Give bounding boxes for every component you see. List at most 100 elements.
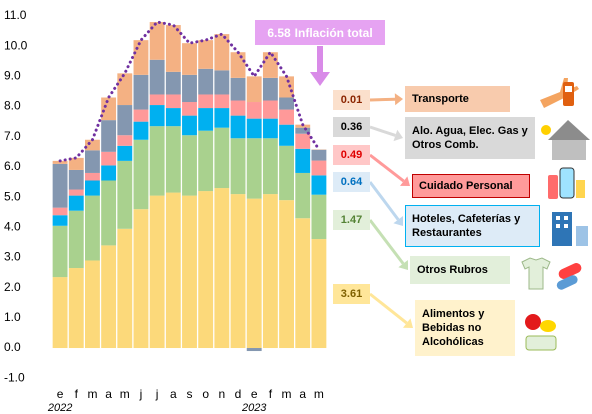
bar-segment — [85, 260, 100, 348]
y-tick-label: 3.0 — [4, 250, 21, 264]
bar-segment — [134, 40, 149, 75]
bar-segment — [117, 161, 132, 229]
bar-segment — [53, 164, 68, 208]
bar-segment — [214, 108, 229, 128]
bar-segment — [214, 70, 229, 94]
bar-segment — [150, 60, 165, 95]
value-label: 1.47 — [333, 210, 370, 230]
bar-segment — [279, 146, 294, 200]
bar-segment — [279, 97, 294, 109]
bar-segment — [69, 268, 84, 348]
total-arrow — [310, 72, 330, 86]
bar-segment — [150, 94, 165, 105]
bar-segment — [101, 97, 116, 120]
house-icon — [548, 120, 590, 140]
y-tick-label: -1.0 — [4, 370, 25, 384]
y-tick-label: 4.0 — [4, 219, 21, 233]
bar-segment — [117, 146, 132, 161]
bar-segment — [117, 135, 132, 146]
bar-segment — [279, 110, 294, 125]
x-tick-label: e — [251, 387, 258, 401]
bar-segment — [214, 188, 229, 348]
callout-arrow — [370, 220, 403, 264]
callout-arrow — [370, 155, 404, 181]
bar-segment — [247, 199, 262, 348]
bar-segment — [85, 173, 100, 181]
x-tick-label: f — [269, 387, 273, 401]
y-tick-label: 11.0 — [4, 8, 27, 22]
bar-segment — [101, 152, 116, 166]
bar-segment — [231, 116, 246, 139]
x-tick-label: o — [202, 387, 209, 401]
chart: -1.00.01.02.03.04.05.06.07.08.09.010.011… — [0, 0, 592, 414]
spray-icon — [548, 175, 558, 199]
category-label: Cuidado Personal — [412, 174, 530, 198]
bar-segment — [231, 78, 246, 101]
x-tick-label: a — [105, 387, 112, 401]
bar-segment — [295, 218, 310, 348]
bar-segment — [134, 209, 149, 348]
x-tick-label: a — [170, 387, 177, 401]
bar-segment — [311, 150, 326, 161]
bar-segment — [182, 75, 197, 102]
bar-segment — [263, 78, 278, 101]
fruit-icon — [540, 320, 556, 332]
bar-segment — [231, 194, 246, 348]
bar-segment — [198, 94, 213, 108]
bar-segment — [247, 348, 262, 351]
bulb-icon — [541, 125, 551, 135]
bar-segment — [117, 105, 132, 135]
bar-segment — [85, 150, 100, 173]
y-tick-label: 9.0 — [4, 69, 21, 83]
bar-segment — [279, 125, 294, 146]
bar-segment — [69, 211, 84, 268]
bar-segment — [214, 128, 229, 188]
year-label: 2023 — [241, 402, 267, 414]
y-tick-label: 1.0 — [4, 310, 21, 324]
bar-segment — [53, 277, 68, 348]
callout-arrow — [395, 93, 403, 105]
house-icon — [552, 140, 586, 160]
bar-segment — [311, 239, 326, 348]
x-tick-label: f — [75, 387, 79, 401]
bar-segment — [85, 196, 100, 261]
bar-segment — [279, 200, 294, 348]
value-label: 0.01 — [333, 90, 370, 110]
bar-segment — [85, 180, 100, 195]
bar-segment — [53, 208, 68, 216]
bar-segment — [214, 34, 229, 70]
bar-segment — [182, 43, 197, 75]
bar-segment — [231, 138, 246, 194]
bar-segment — [295, 134, 310, 149]
fruit-icon — [525, 314, 541, 330]
category-label: Transporte — [405, 86, 510, 112]
bar-segment — [198, 131, 213, 191]
x-tick-label: m — [314, 387, 324, 401]
x-tick-label: m — [282, 387, 292, 401]
bar-segment — [198, 191, 213, 348]
x-tick-label: d — [235, 387, 242, 401]
bar-segment — [247, 119, 262, 139]
bar-segment — [311, 195, 326, 239]
category-label: Alimentos y Bebidas no Alcohólicas — [415, 300, 515, 356]
bar-segment — [166, 193, 181, 348]
y-tick-label: 6.0 — [4, 159, 21, 173]
bar-segment — [214, 94, 229, 108]
bar-segment — [198, 69, 213, 95]
bar-segment — [263, 119, 278, 139]
bar-segment — [247, 138, 262, 198]
bar-segment — [101, 120, 116, 152]
x-tick-label: m — [87, 387, 97, 401]
bottle-icon — [576, 180, 585, 198]
y-tick-label: 7.0 — [4, 129, 21, 143]
bar-segment — [263, 138, 278, 194]
total-value: 6.58 — [267, 26, 290, 40]
bar-segment — [101, 165, 116, 180]
bar-segment — [134, 122, 149, 140]
bar-segment — [101, 245, 116, 348]
category-label: Hoteles, Cafeterías y Restaurantes — [405, 205, 540, 247]
x-tick-label: m — [120, 387, 130, 401]
bar-segment — [295, 173, 310, 218]
pump-icon — [565, 86, 572, 92]
bar-segment — [295, 149, 310, 173]
